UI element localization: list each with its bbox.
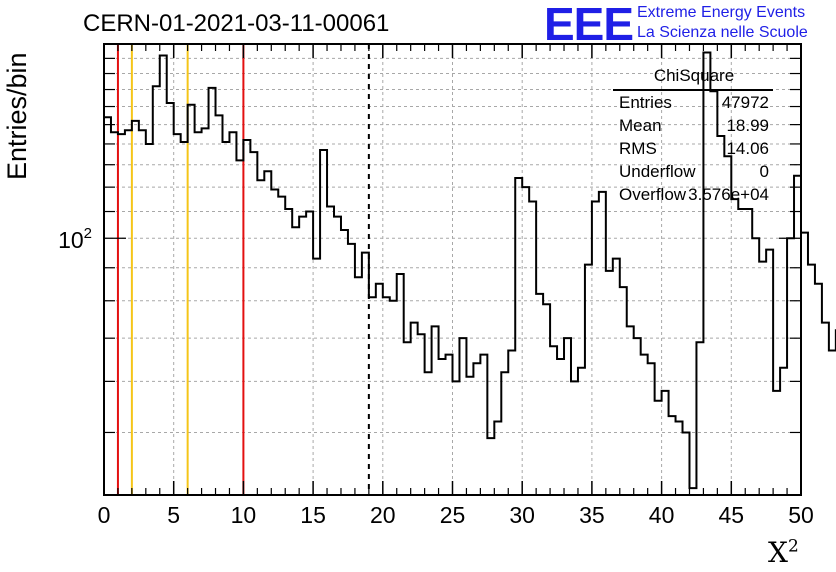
stats-value: 3.576e+04: [688, 185, 769, 204]
stats-value: 47972: [721, 93, 769, 112]
stats-key: Overflow: [619, 185, 687, 204]
stats-value: 18.99: [726, 116, 769, 135]
y-tick-label: 102: [58, 225, 92, 253]
x-tick-label: 40: [649, 502, 675, 528]
x-axis-label: X2: [768, 536, 799, 569]
x-tick-label: 10: [231, 502, 257, 528]
x-tick-label: 30: [509, 502, 535, 528]
stats-row: Mean 18.99: [619, 116, 769, 138]
logo-line-1: Extreme Energy Events: [637, 4, 806, 21]
x-tick-label: 50: [788, 502, 814, 528]
stats-key: Mean: [619, 116, 662, 135]
stats-key: Entries: [619, 93, 672, 112]
stats-box-rule: [613, 89, 773, 91]
stats-row: Underflow 0: [619, 162, 769, 184]
stats-key: RMS: [619, 139, 657, 158]
x-axis-label-text: X: [768, 536, 788, 569]
eee-logo: EEE: [544, 0, 634, 50]
y-tick-label-exponent: 2: [84, 225, 92, 242]
y-axis-label-wrap: Entries/bin: [2, 52, 42, 180]
x-tick-label: 15: [300, 502, 326, 528]
stats-value: 14.06: [726, 139, 769, 158]
stats-row: RMS 14.06: [619, 139, 769, 161]
eee-logo-text: Extreme Energy Events La Scienza nelle S…: [637, 3, 808, 43]
stats-key: Underflow: [619, 162, 696, 181]
x-tick-label: 20: [370, 502, 396, 528]
stats-row: Overflow 3.576e+04: [619, 185, 769, 207]
x-tick-label: 5: [167, 502, 180, 528]
logo-line-2: La Scienza nelle Scuole: [637, 24, 808, 41]
stats-value: 0: [759, 162, 769, 181]
x-tick-label: 45: [719, 502, 745, 528]
x-tick-label: 35: [579, 502, 605, 528]
chart-title: CERN-01-2021-03-11-00061: [83, 10, 390, 37]
y-tick-label-base: 10: [58, 227, 84, 253]
marker-lines: [116, 44, 370, 495]
plot-frame: [103, 43, 802, 496]
stats-row: Entries 47972: [619, 93, 769, 115]
stats-box-title: ChiSquare: [653, 66, 735, 85]
x-axis-label-exponent: 2: [787, 536, 799, 557]
x-tick-label: 25: [440, 502, 466, 528]
x-tick-label: 0: [98, 502, 111, 528]
stats-box: ChiSquare Entries 47972 Mean 18.99 RMS 1…: [609, 66, 779, 206]
y-axis-label: Entries/bin: [2, 52, 32, 180]
histogram-series: [104, 51, 836, 490]
